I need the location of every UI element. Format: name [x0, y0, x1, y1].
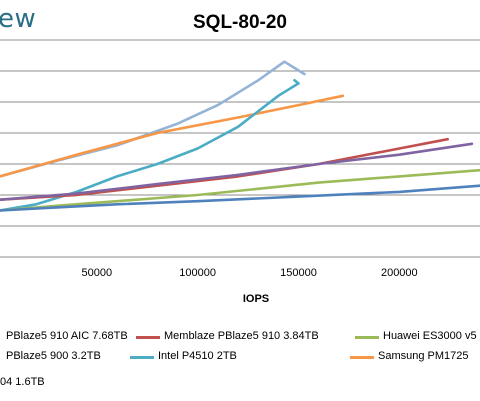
x-tick-label-3: 150000 — [280, 267, 317, 279]
series-line-6 — [0, 60, 306, 178]
x-tick-label-1: 50000 — [82, 267, 113, 279]
legend-swatch-5 — [350, 356, 374, 359]
legend-label-1: Memblaze PBlaze5 910 3.84TB — [164, 330, 319, 342]
legend-swatch-4 — [130, 356, 154, 359]
legend-label-6: 04 1.6TB — [0, 376, 45, 388]
series-line-4 — [0, 79, 300, 212]
x-tick-label-4: 200000 — [381, 267, 418, 279]
series-line-2 — [0, 168, 480, 212]
series-line-0 — [0, 184, 480, 212]
legend-label-5: Samsung PM1725 — [378, 350, 469, 362]
legend-swatch-2 — [355, 336, 379, 339]
legend-label-4: Intel P4510 2TB — [158, 350, 237, 362]
gridlines — [0, 39, 480, 258]
x-axis-title: IOPS — [243, 293, 269, 305]
series-lines — [0, 60, 480, 212]
chart-title: SQL-80-20 — [193, 12, 287, 33]
legend-swatch-1 — [136, 336, 160, 339]
x-tick-label-2: 100000 — [179, 267, 216, 279]
series-line-5 — [0, 94, 345, 178]
legend-label-2: Huawei ES3000 v5 — [383, 330, 477, 342]
logo-text: ew — [0, 4, 37, 34]
legend-label-0: PBlaze5 910 AIC 7.68TB — [6, 330, 128, 342]
series-line-3 — [0, 142, 474, 201]
series-line-1 — [0, 137, 450, 201]
legend-label-3: PBlaze5 900 3.2TB — [6, 350, 101, 362]
